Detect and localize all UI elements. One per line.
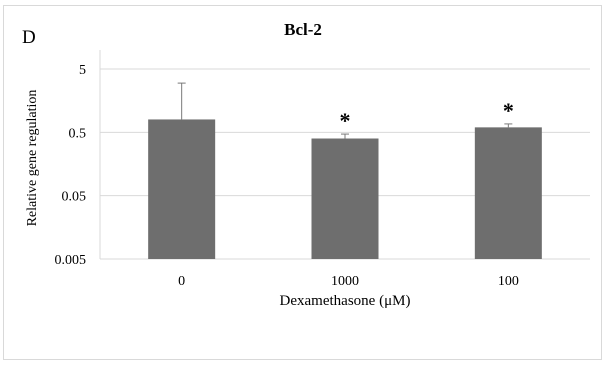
x-tick-label: 0 [178, 274, 185, 289]
bar [312, 139, 379, 259]
bars [148, 119, 542, 259]
bar [148, 119, 215, 259]
y-tick-label: 0.005 [55, 253, 87, 268]
y-tick-label: 5 [79, 63, 86, 78]
y-tick-label: 0.05 [62, 190, 87, 205]
x-tick-label: 100 [498, 274, 519, 289]
y-tick-labels: 0.005 0.05 0.5 5 [55, 63, 87, 268]
y-tick-label: 0.5 [69, 126, 87, 141]
x-tick-label: 1000 [331, 274, 359, 289]
x-axis-label: Dexamethasone (μM) [280, 293, 411, 309]
bar [475, 127, 542, 259]
x-tick-labels: 0 1000 100 [178, 274, 519, 289]
significance-star: * [503, 98, 514, 123]
significance-star: * [340, 108, 351, 133]
y-axis-label: Relative gene regulation [25, 90, 40, 227]
